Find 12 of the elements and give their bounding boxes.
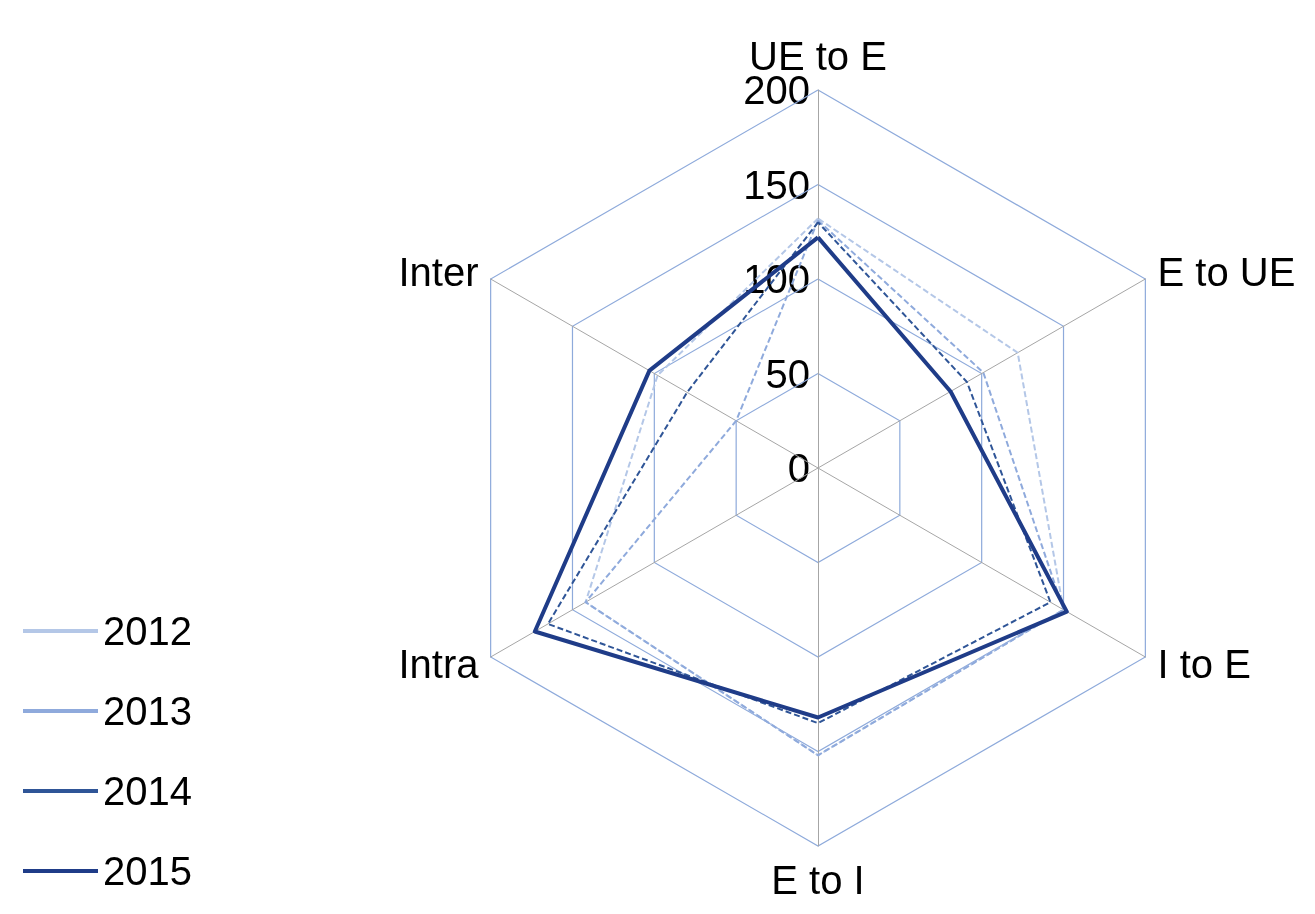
spoke-label: E to UE (1157, 250, 1296, 294)
y-tick-label: 0 (787, 446, 810, 490)
spoke-label: Inter (398, 250, 479, 294)
spoke-label: Intra (398, 642, 480, 686)
legend-label: 2012 (103, 609, 192, 653)
spoke-label: I to E (1157, 642, 1251, 686)
y-tick-label: 50 (765, 351, 810, 396)
legend-label: 2013 (103, 689, 192, 733)
legend-label: 2014 (103, 769, 192, 813)
legend-label: 2015 (103, 849, 192, 893)
spoke-label: E to I (771, 858, 865, 902)
y-tick-label: 150 (743, 162, 810, 207)
